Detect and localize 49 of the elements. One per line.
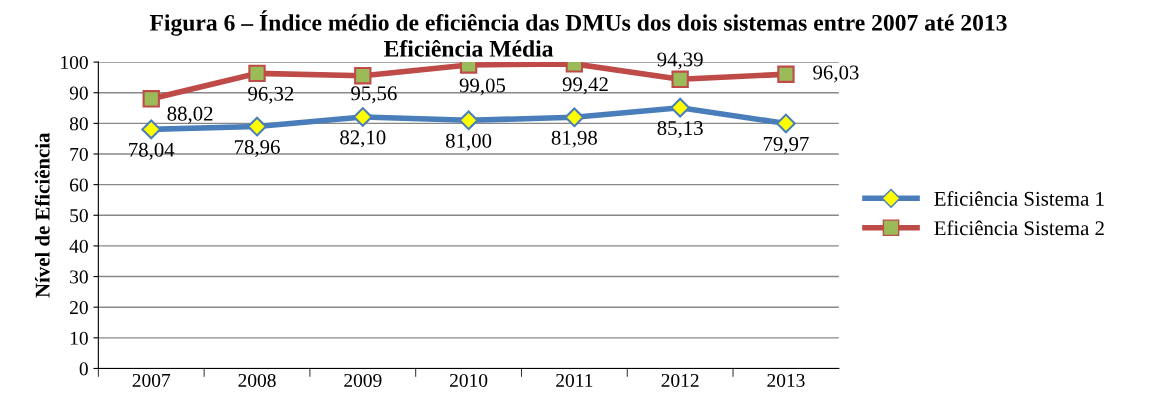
legend-label: Eficiência Sistema 2 — [934, 220, 1104, 236]
data-label: 79,97 — [763, 136, 809, 154]
x-tick-label: 2008 — [238, 373, 276, 388]
point — [777, 65, 795, 83]
point — [776, 113, 796, 134]
x-tick-label: 2010 — [449, 373, 488, 388]
data-label: 81,00 — [445, 133, 492, 151]
point — [354, 67, 372, 85]
data-label: 85,13 — [657, 121, 703, 139]
point — [671, 70, 689, 88]
legend-label: Eficiência Sistema 1 — [934, 190, 1104, 206]
data-label: 94,39 — [657, 52, 703, 70]
y-tick-label: 30 — [70, 270, 88, 284]
y-tick-label: 90 — [69, 86, 88, 100]
point — [247, 116, 267, 137]
data-label: 82,10 — [340, 130, 386, 148]
x-tick-label: 2011 — [556, 373, 593, 388]
chart-subtitle: Eficiência Média — [384, 39, 554, 57]
y-tick-label: 10 — [70, 331, 88, 345]
y-axis-title: Nível de Eficiência — [34, 132, 50, 298]
y-tick-label: 50 — [70, 209, 88, 223]
data-label: 88,02 — [167, 106, 213, 124]
data-label: 78,96 — [234, 139, 280, 157]
data-label: 99,05 — [459, 78, 506, 96]
data-label: 96,32 — [248, 86, 294, 104]
data-label: 95,56 — [351, 86, 397, 104]
x-tick-label: 2012 — [661, 373, 699, 388]
point — [670, 97, 691, 118]
y-tick-label: 0 — [79, 362, 88, 376]
point — [141, 119, 162, 140]
data-label: 96,03 — [813, 65, 859, 83]
point — [564, 107, 585, 128]
data-label: 78,04 — [129, 142, 175, 160]
y-tick-label: 40 — [69, 239, 88, 253]
y-tick-label: 100 — [61, 55, 88, 70]
x-tick-label: 2013 — [767, 373, 805, 388]
x-tick-label: 2009 — [344, 373, 382, 388]
y-tick-label: 60 — [70, 178, 88, 192]
y-tick-label: 70 — [70, 147, 88, 161]
point — [352, 107, 373, 127]
data-label: 99,42 — [562, 77, 608, 95]
point — [142, 90, 160, 108]
chart-title: Figura 6 – Índice médio de eficiência das DMUs dos dois sistemas entre 2007 até 2013 — [149, 10, 1007, 36]
y-tick-label: 80 — [69, 117, 88, 131]
point — [248, 64, 266, 83]
point — [458, 110, 479, 131]
x-tick-label: 2007 — [132, 373, 171, 388]
data-label: 81,98 — [551, 130, 598, 148]
y-tick-label: 20 — [70, 301, 88, 315]
